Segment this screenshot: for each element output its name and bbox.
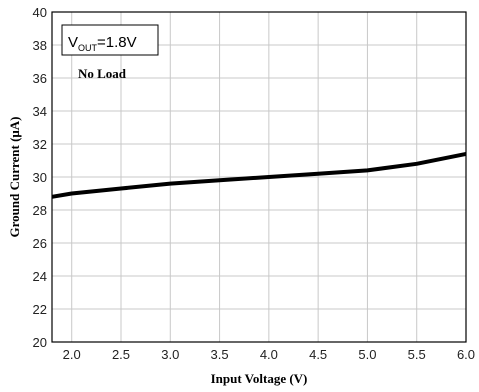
x-tick-labels: 2.0 2.5 3.0 3.5 4.0 4.5 5.0 5.5 6.0 <box>63 347 475 362</box>
x-tick-label: 5.0 <box>358 347 376 362</box>
y-tick-label: 32 <box>33 137 47 152</box>
x-tick-label: 3.5 <box>211 347 229 362</box>
x-tick-label: 6.0 <box>457 347 475 362</box>
annotation-box: VOUT=1.8V <box>61 24 159 56</box>
vout-subscript: OUT <box>78 43 98 53</box>
vout-value: =1.8V <box>97 34 137 51</box>
y-tick-label: 28 <box>33 203 47 218</box>
x-axis-title: Input Voltage (V) <box>211 371 308 386</box>
y-tick-label: 38 <box>33 38 47 53</box>
y-tick-label: 40 <box>33 5 47 20</box>
x-tick-label: 4.0 <box>260 347 278 362</box>
x-tick-label: 2.0 <box>63 347 81 362</box>
vout-symbol: V <box>68 34 78 51</box>
y-tick-label: 22 <box>33 302 47 317</box>
y-tick-label: 30 <box>33 170 47 185</box>
plot-frame <box>51 11 467 343</box>
y-axis-title: Ground Current (μA) <box>7 116 22 237</box>
x-tick-label: 3.0 <box>161 347 179 362</box>
annotation-frame <box>61 24 159 56</box>
y-tick-label: 20 <box>33 335 47 350</box>
x-tick-label: 2.5 <box>112 347 130 362</box>
load-annotation: No Load <box>78 66 127 81</box>
series-line <box>51 151 467 199</box>
y-tick-label: 26 <box>33 236 47 251</box>
vout-label: VOUT=1.8V <box>68 34 137 53</box>
x-tick-label: 4.5 <box>309 347 327 362</box>
y-tick-label: 36 <box>33 71 47 86</box>
y-tick-label: 34 <box>33 104 47 119</box>
y-tick-labels: 20 22 24 26 28 30 32 34 36 38 40 <box>33 5 47 350</box>
x-tick-label: 5.5 <box>408 347 426 362</box>
y-tick-label: 24 <box>33 269 47 284</box>
series-layer <box>51 151 467 199</box>
